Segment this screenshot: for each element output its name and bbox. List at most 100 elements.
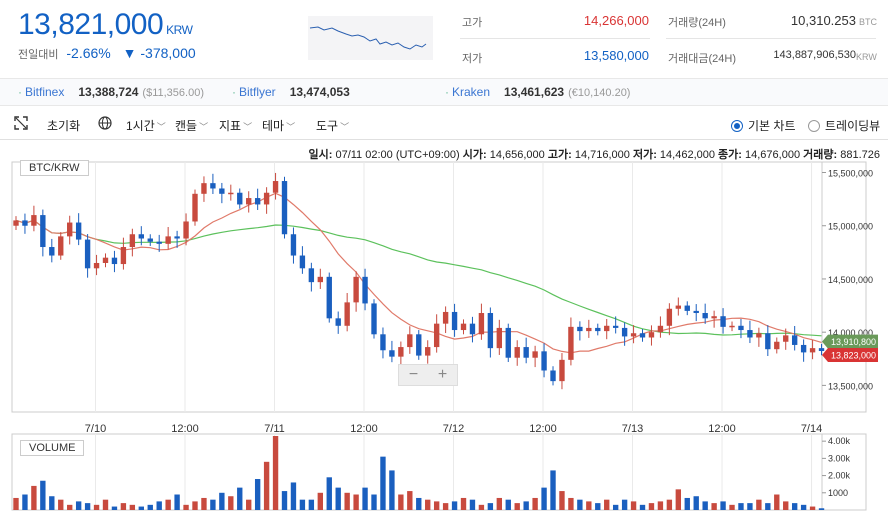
candle-body <box>228 192 234 195</box>
current-price: 13,821,000 KRW <box>18 8 193 42</box>
candle-body <box>532 351 538 358</box>
change-label: 전일대비 <box>18 49 59 61</box>
volume-bar <box>246 499 252 510</box>
volume-bar <box>165 499 171 510</box>
candle-body <box>326 276 332 319</box>
candle-body <box>774 341 780 350</box>
volume-bar <box>93 504 100 510</box>
indicator-dropdown[interactable]: 지표 ﹀ <box>219 117 252 134</box>
candle-body <box>129 234 136 248</box>
candle-body <box>729 325 735 328</box>
theme-dropdown[interactable]: 테마 ﹀ <box>262 117 295 134</box>
x-tick-label: 7/14 <box>801 423 822 435</box>
amount-unit: KRW <box>856 52 877 62</box>
volume-bar <box>621 499 628 510</box>
price-chart[interactable]: 7/10 12:00 7/11 12:00 7/12 12:00 7/13 12:00 7/14… <box>0 140 888 520</box>
volume-bar <box>783 501 789 510</box>
interval-dropdown[interactable]: 1시간 ﹀ <box>126 117 166 134</box>
volume-bar <box>31 485 37 510</box>
candle-body <box>693 310 699 314</box>
reset-button[interactable]: 초기화 <box>47 119 81 133</box>
volume-bar <box>478 504 485 510</box>
exchange-bitfinex[interactable]: · Bitfinex 13,388,724 ($11,356.00) <box>18 85 204 99</box>
last-price-tag-text: 13,823,000 <box>831 351 876 361</box>
candle-body <box>13 220 19 226</box>
volume-bar <box>111 506 118 510</box>
volume-bar <box>389 470 395 510</box>
candle-body <box>272 181 279 193</box>
volume-bar <box>75 501 82 510</box>
x-tick-label: 7/13 <box>622 423 643 435</box>
tradingview-radio[interactable]: 트레이딩뷰 <box>808 117 880 134</box>
candle-dropdown[interactable]: 캔들 ﹀ <box>175 117 208 134</box>
fullscreen-icon[interactable] <box>14 116 28 133</box>
price-value: 13,821,000 <box>18 8 164 41</box>
symbol-label: BTC/KRW <box>20 160 89 176</box>
volume-bar <box>174 494 180 510</box>
low-label: 저가: <box>632 149 657 161</box>
candle-body <box>809 348 816 353</box>
candle-body <box>416 334 422 356</box>
volume-bar <box>183 504 189 510</box>
candle-body <box>75 222 82 240</box>
ma-price-tag-text: 13,910,800 <box>831 337 876 347</box>
x-tick-label: 12:00 <box>171 423 199 435</box>
vol-label: 거래량: <box>803 149 838 161</box>
candle-body <box>595 327 601 332</box>
zoom-out-button[interactable]: − <box>408 366 419 383</box>
volume-bar <box>425 499 431 510</box>
x-tick-label: 12:00 <box>708 423 736 435</box>
change-row: 전일대비 -2.66% ▼ -378,000 <box>18 45 204 62</box>
volume-bar <box>487 503 494 510</box>
exchange-bitflyer[interactable]: · Bitflyer 13,474,053 <box>232 85 354 99</box>
candle-body <box>433 323 440 348</box>
tools-dropdown[interactable]: 도구 ﹀ <box>316 117 349 134</box>
volume-bar <box>496 497 502 510</box>
exchange-value: 13,388,724 <box>78 85 139 99</box>
basic-chart-label: 기본 차트 <box>748 119 796 133</box>
indicator-label: 지표 <box>219 119 242 133</box>
candle-body <box>666 308 673 326</box>
candle-body <box>702 313 708 319</box>
volume-bar <box>353 494 359 510</box>
candle-body <box>380 334 386 351</box>
y-tick-label: 15,000,000 <box>828 222 873 232</box>
candle-body <box>254 198 261 205</box>
volume-bar <box>532 497 538 510</box>
candle-body <box>58 236 64 256</box>
candle-body <box>765 333 771 350</box>
volume-bar <box>765 503 771 510</box>
candle-body <box>604 325 610 332</box>
volume-bar <box>344 492 350 510</box>
stat-divider <box>460 38 650 39</box>
volume-bar <box>335 487 341 510</box>
candle-body <box>630 333 637 337</box>
ma-short-line <box>15 192 822 354</box>
open-value: 14,656,000 <box>489 149 545 161</box>
tradingview-label: 트레이딩뷰 <box>825 119 881 133</box>
candle-body <box>487 313 494 349</box>
candle-body <box>425 347 431 356</box>
volume-bar <box>254 479 261 510</box>
volume-bar <box>308 499 315 510</box>
candle-body <box>478 313 485 335</box>
candle-body <box>577 326 583 332</box>
candle-body <box>192 193 198 222</box>
exchange-kraken[interactable]: · Kraken 13,461,623 (€10,140.20) <box>445 85 630 99</box>
candle-body <box>460 323 467 331</box>
dot-icon: · <box>445 85 449 99</box>
dot-icon: · <box>232 85 236 99</box>
candle-body <box>219 188 225 194</box>
y-tick-label: 14,500,000 <box>828 275 873 285</box>
basic-chart-radio[interactable]: 기본 차트 <box>731 117 796 134</box>
ticker-header: 13,821,000 KRW 전일대비 -2.66% ▼ -378,000 고가 … <box>0 0 888 76</box>
zoom-in-button[interactable]: + <box>437 366 448 383</box>
chart-toolbar: 초기화 1시간 ﹀ 캔들 ﹀ 지표 ﹀ 테마 ﹀ 도구 ﹀ 기본 차트 트레이딩뷰 <box>0 108 888 140</box>
volume-bar <box>684 497 690 510</box>
candle-body <box>550 370 556 382</box>
globe-icon[interactable] <box>98 116 112 133</box>
ma-price-tag <box>822 334 878 349</box>
time-label: 일시: <box>308 149 333 161</box>
candle-body <box>451 311 458 331</box>
chevron-down-icon: ﹀ <box>156 122 166 132</box>
